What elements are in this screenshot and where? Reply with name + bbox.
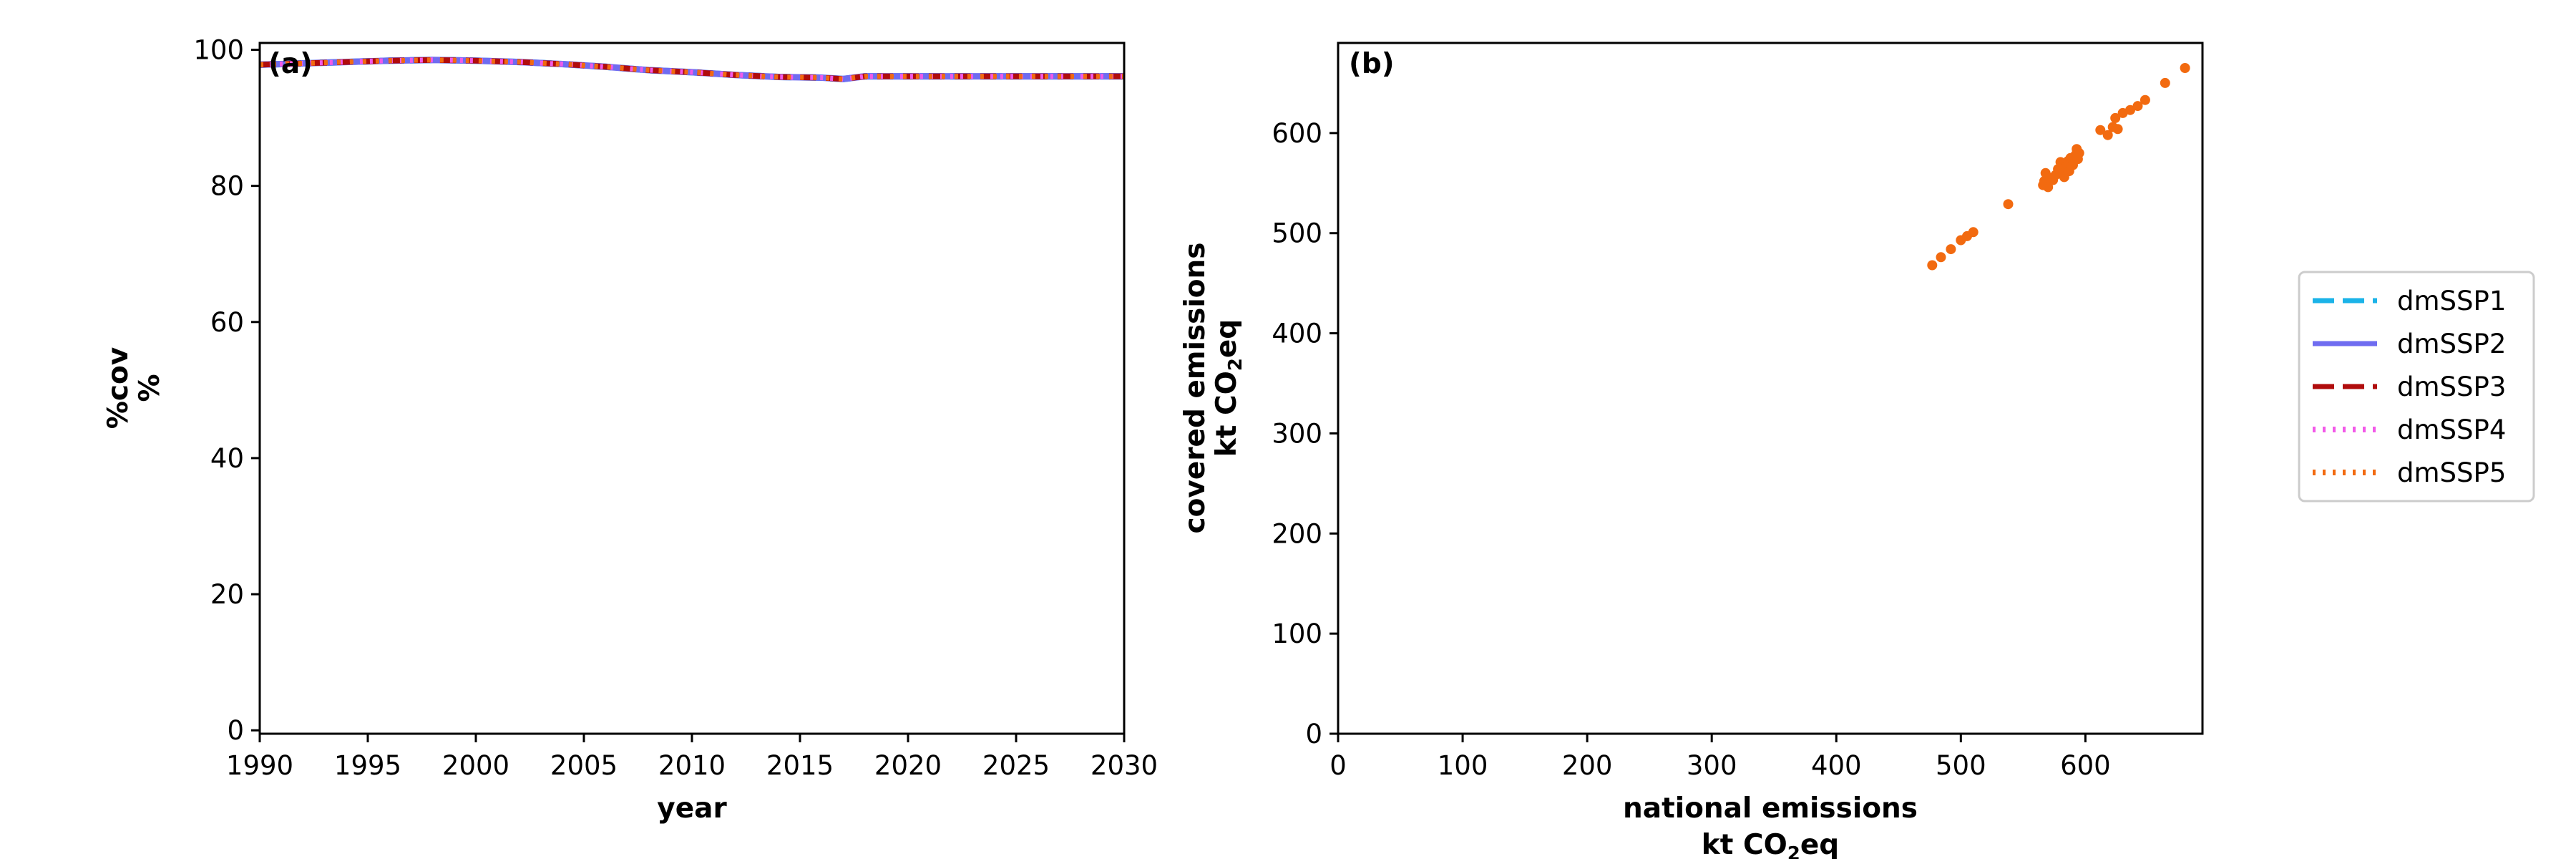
- scatter-point: [2180, 63, 2190, 73]
- series-line-dmSSP4: [259, 57, 1124, 82]
- scatter-point: [2160, 77, 2170, 88]
- x-tick-label: 0: [1330, 750, 1347, 781]
- x-tick-label: 2010: [658, 750, 726, 781]
- panel-b-frame: [1337, 42, 2204, 735]
- y-tick-label: 500: [1272, 218, 1322, 249]
- legend: dmSSP1 dmSSP2 dmSSP3 dmSSP4 dmSSP5: [2298, 271, 2535, 503]
- x-tick-label: 600: [2060, 750, 2111, 781]
- x-tick-label: 200: [1562, 750, 1613, 781]
- panel-a-x-ticks: 1990 1995 2000 2005 2010 2015 2020 2025 2030: [226, 734, 1158, 781]
- scatter-point: [2125, 105, 2135, 115]
- panel-b-tag: (b): [1349, 48, 1395, 80]
- panel-a-coverage: 1990 1995 2000 2005 2010 2015 2020 2025 2030 0 20…: [102, 35, 1158, 825]
- scatter-point: [2074, 147, 2084, 158]
- y-tick-label: 40: [210, 443, 244, 474]
- legend-label-dmSSP5: dmSSP5: [2397, 457, 2506, 488]
- panel-a-series-lines: [259, 57, 1124, 82]
- panel-a-y-ticks: 0 20 40 60 80 100: [193, 35, 260, 746]
- y-tick-label: 600: [1272, 118, 1322, 149]
- x-tick-label: 2020: [874, 750, 942, 781]
- y-tick-label: 80: [210, 171, 244, 202]
- panel-b-x-axis-label-line1: national emissions: [1623, 792, 1918, 825]
- panel-b-x-ticks: 0 100 200 300 400 500 600: [1330, 734, 2111, 781]
- panel-b-emissions: 0 100 200 300 400 500 600 0100200300400500600 …: [1179, 42, 2204, 859]
- scatter-point: [1936, 252, 1946, 263]
- scatter-point: [1946, 244, 1956, 255]
- legend-box: [2298, 271, 2535, 503]
- panel-b-scatter-points: [1927, 63, 2190, 271]
- y-tick-label: 200: [1272, 518, 1322, 549]
- panel-a-y-axis-label-line2: %: [134, 374, 166, 402]
- scatter-point: [2043, 182, 2054, 193]
- scatter-point: [2095, 125, 2106, 135]
- scatter-point: [2003, 199, 2014, 210]
- y-tick-label: 100: [1272, 618, 1322, 649]
- scatter-point: [2132, 101, 2143, 112]
- scatter-point: [2110, 112, 2121, 123]
- panel-b-y-axis-label-line1: covered emissions: [1179, 243, 1211, 534]
- y-tick-label: 400: [1272, 319, 1322, 349]
- x-tick-label: 2030: [1091, 750, 1158, 781]
- x-tick-label: 500: [1936, 750, 1986, 781]
- panel-a-x-axis-label: year: [657, 792, 727, 825]
- x-tick-label: 400: [1811, 750, 1862, 781]
- panel-b-y-axis-label-line2: kt CO2eq: [1211, 319, 1246, 457]
- x-tick-label: 1990: [226, 750, 293, 781]
- x-tick-label: 2000: [442, 750, 509, 781]
- scatter-point: [2112, 124, 2123, 135]
- scatter-point: [2102, 130, 2113, 140]
- y-tick-label: 20: [210, 579, 244, 610]
- scatter-point: [1927, 260, 1938, 271]
- series-line-dmSSP5: [259, 57, 1124, 82]
- scatter-point: [1968, 227, 1979, 238]
- x-tick-label: 2005: [550, 750, 618, 781]
- panel-a-frame: [258, 42, 1126, 735]
- y-tick-label: 0: [1305, 719, 1322, 749]
- panel-b-y-ticks: 0 100 200 300 400 500 600: [1272, 118, 1338, 749]
- x-tick-label: 2025: [982, 750, 1050, 781]
- panel-b-x-axis-label-line2: kt CO2eq: [1702, 829, 1839, 859]
- x-tick-label: 2015: [766, 750, 834, 781]
- legend-label-dmSSP2: dmSSP2: [2397, 329, 2506, 359]
- panel-a-tag: (a): [268, 48, 313, 80]
- legend-label-dmSSP4: dmSSP4: [2397, 414, 2506, 445]
- panel-a-y-axis-label-line1: %cov: [102, 347, 135, 429]
- y-tick-label: 60: [210, 307, 244, 338]
- y-tick-label: 100: [193, 35, 244, 66]
- x-tick-label: 300: [1687, 750, 1737, 781]
- x-tick-label: 1995: [334, 750, 401, 781]
- y-tick-label: 300: [1272, 418, 1322, 449]
- x-tick-label: 100: [1438, 750, 1488, 781]
- legend-label-dmSSP3: dmSSP3: [2397, 372, 2506, 402]
- y-tick-label: 0: [227, 715, 244, 746]
- legend-label-dmSSP1: dmSSP1: [2397, 286, 2506, 316]
- scatter-point: [2140, 94, 2150, 105]
